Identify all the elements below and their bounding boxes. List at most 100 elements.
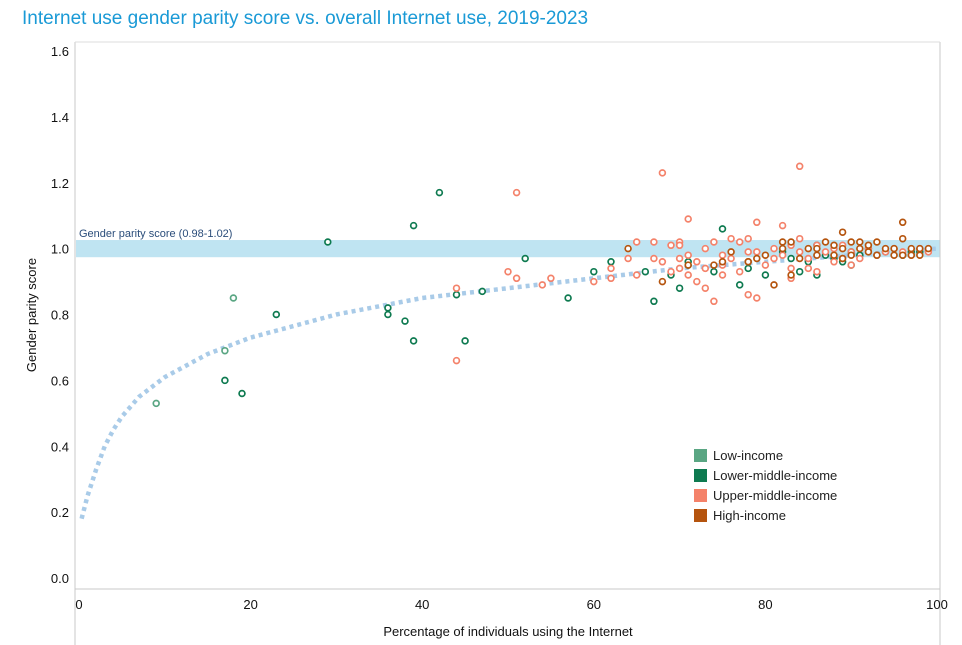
data-point xyxy=(461,337,469,345)
y-tick-label: 1.2 xyxy=(51,176,69,191)
data-point xyxy=(684,261,692,269)
data-point xyxy=(384,310,392,319)
data-point xyxy=(701,264,710,273)
data-point xyxy=(770,244,778,253)
data-point xyxy=(272,310,281,319)
data-point xyxy=(547,274,555,283)
data-point xyxy=(778,221,787,230)
data-point xyxy=(693,258,701,266)
data-point xyxy=(864,241,873,250)
data-point xyxy=(675,284,684,292)
data-point xyxy=(787,271,795,279)
data-point xyxy=(898,218,907,227)
data-point xyxy=(710,297,718,306)
data-point xyxy=(753,254,761,263)
data-point xyxy=(675,264,684,273)
data-point xyxy=(924,244,933,253)
data-point xyxy=(221,376,229,385)
series-high-income xyxy=(624,218,933,289)
data-point xyxy=(856,238,864,246)
data-point xyxy=(916,251,924,259)
legend-swatch xyxy=(694,469,707,482)
data-point xyxy=(821,238,830,246)
series-low-income xyxy=(152,294,238,408)
trend-curve xyxy=(79,246,938,520)
data-point xyxy=(658,169,667,177)
data-point xyxy=(735,281,744,289)
data-point xyxy=(693,277,701,286)
x-axis-label: Percentage of individuals using the Inte… xyxy=(383,624,633,639)
data-point xyxy=(727,234,735,243)
data-point xyxy=(735,238,744,246)
data-point xyxy=(238,389,246,398)
data-point xyxy=(684,215,692,223)
data-point xyxy=(847,238,855,246)
data-point xyxy=(452,284,461,292)
y-tick-label: 0.8 xyxy=(51,308,69,323)
legend-swatch xyxy=(694,509,707,522)
y-tick-label: 1.0 xyxy=(51,242,69,257)
x-tick-label: 100 xyxy=(926,597,948,612)
data-point xyxy=(787,254,795,263)
data-point xyxy=(804,264,813,273)
data-point xyxy=(890,244,898,253)
parity-band-label: Gender parity score (0.98-1.02) xyxy=(79,228,232,240)
data-point xyxy=(701,244,710,253)
data-point xyxy=(564,294,572,302)
data-point xyxy=(813,267,821,276)
data-point xyxy=(744,248,752,256)
y-tick-label: 0.0 xyxy=(51,571,69,586)
data-point xyxy=(727,254,735,263)
y-axis-label: Gender parity score xyxy=(24,258,39,372)
data-point xyxy=(478,287,487,296)
y-tick-label: 0.6 xyxy=(51,373,69,388)
data-point xyxy=(787,238,795,246)
data-point xyxy=(538,281,547,289)
data-point xyxy=(710,261,718,269)
trend-group xyxy=(79,246,938,520)
data-point xyxy=(727,248,735,256)
data-point xyxy=(452,356,461,365)
legend-label: Low-income xyxy=(713,448,783,463)
data-point xyxy=(409,221,418,230)
y-tick-label: 0.4 xyxy=(51,439,69,454)
x-tick-label: 20 xyxy=(243,597,257,612)
data-point xyxy=(838,228,847,236)
data-point xyxy=(401,317,409,325)
data-point xyxy=(847,251,855,259)
data-point xyxy=(324,238,332,246)
data-point xyxy=(907,244,916,253)
data-point xyxy=(409,337,418,345)
legend: Low-income Lower-middle-income Upper-middl… xyxy=(694,448,837,523)
data-point xyxy=(813,244,821,253)
data-point xyxy=(650,297,658,306)
data-point xyxy=(898,234,907,243)
data-point xyxy=(744,290,752,299)
data-point xyxy=(658,277,667,286)
data-point xyxy=(761,261,770,269)
legend-label: Upper-middle-income xyxy=(713,488,837,503)
data-point xyxy=(898,251,907,259)
data-point xyxy=(830,258,838,266)
data-point xyxy=(795,248,804,256)
data-point xyxy=(761,271,770,279)
data-point xyxy=(641,267,650,276)
x-tick-label: 60 xyxy=(587,597,601,612)
x-tick-label: 0 xyxy=(75,597,82,612)
data-point xyxy=(590,277,598,286)
chart-title: Internet use gender parity score vs. ove… xyxy=(22,8,589,29)
data-point xyxy=(761,251,770,259)
data-point xyxy=(384,304,392,312)
data-point xyxy=(632,238,641,246)
data-point xyxy=(512,188,521,197)
data-point xyxy=(787,264,795,273)
data-point xyxy=(718,251,727,259)
data-point xyxy=(435,188,444,197)
series-lower-middle-income xyxy=(221,188,924,398)
points-group xyxy=(152,162,933,408)
data-point xyxy=(684,271,692,279)
data-point xyxy=(504,267,512,276)
legend-label: Lower-middle-income xyxy=(713,468,837,483)
legend-swatch xyxy=(694,449,707,462)
data-point xyxy=(710,238,718,246)
